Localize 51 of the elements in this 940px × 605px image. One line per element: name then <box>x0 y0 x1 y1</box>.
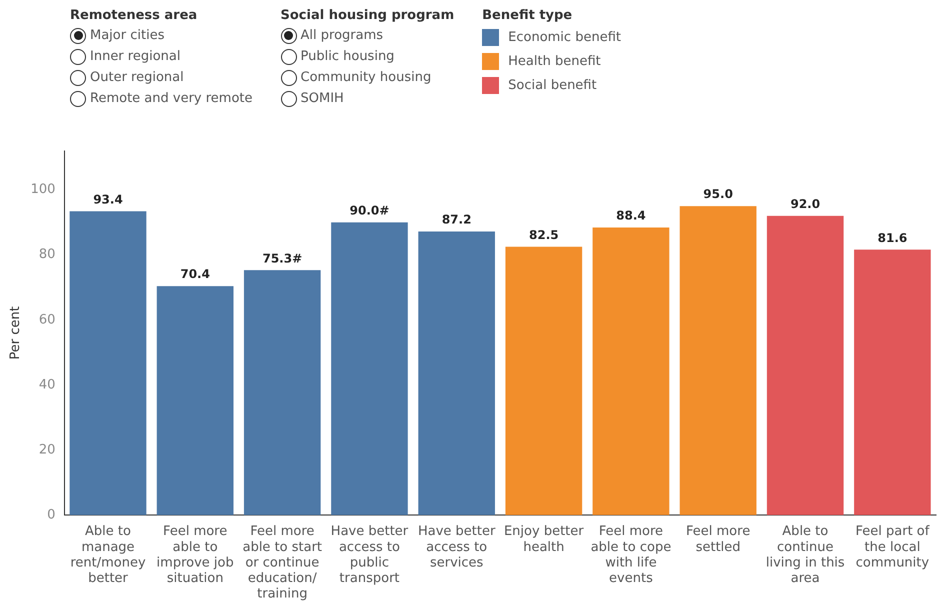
text: Inner regional <box>90 49 180 64</box>
data-label: 70.4 <box>180 267 210 282</box>
legend-title: Benefit type <box>482 8 574 23</box>
text: Public housing <box>300 49 394 64</box>
data-label: 88.4 <box>616 208 646 223</box>
text: Community housing <box>300 70 432 85</box>
data-label: 75.3# <box>262 251 302 266</box>
bar <box>680 206 756 515</box>
x-tick-label: Have better access to services <box>418 524 496 570</box>
x-tick-label: Enjoy better health <box>504 524 584 555</box>
bar <box>592 228 670 515</box>
data-label: 95.0 <box>703 187 733 202</box>
x-tick-label: Feel more able to improve job situation <box>156 524 234 586</box>
text: Remoteness area <box>70 8 198 23</box>
data-label: 81.6 <box>878 230 908 245</box>
text: Social housing program <box>280 8 454 23</box>
x-tick-label: Able to continue living in this area <box>766 524 845 586</box>
bar <box>156 286 234 515</box>
y-tick-label: 20 <box>38 442 56 458</box>
bar <box>854 250 931 515</box>
legend-label: Social benefit <box>508 78 597 92</box>
bar <box>766 216 844 515</box>
bar <box>331 222 408 515</box>
data-label: 82.5 <box>528 228 559 242</box>
bar <box>418 231 495 515</box>
text: Major cities <box>90 28 164 43</box>
data-label: 90.0# <box>350 203 390 218</box>
text: SOMIH <box>300 91 344 106</box>
text: All programs <box>300 28 384 43</box>
data-label: 87.2 <box>442 212 472 227</box>
y-tick-label: 100 <box>30 182 56 198</box>
y-tick-label: 80 <box>38 247 56 262</box>
y-tick-label: 40 <box>38 377 56 392</box>
text: Outer regional <box>90 70 184 85</box>
bar <box>505 246 582 515</box>
legend-label: Health benefit <box>508 54 601 68</box>
legend-label: Economic benefit <box>508 30 621 44</box>
x-tick-label: Feel more able to cope with life events <box>590 524 672 586</box>
bar <box>244 270 321 515</box>
y-tick-label: 0 <box>47 507 56 522</box>
x-tick-label: Feel part of the local community <box>856 524 930 570</box>
x-tick-label: Feel more settled <box>686 524 750 555</box>
y-tick-label: 60 <box>38 312 56 328</box>
x-tick-label: Feel more able to start or continue education/ training <box>242 524 322 602</box>
y-axis-title: Per cent <box>8 306 24 360</box>
data-label: 93.4 <box>93 192 123 206</box>
text: Remote and very remote <box>90 91 253 106</box>
data-label: 92.0 <box>790 196 820 211</box>
x-tick-label: Able to manage rent/money better <box>70 524 146 586</box>
bar <box>70 211 146 515</box>
x-tick-label: Have better access to public transport <box>330 524 409 586</box>
